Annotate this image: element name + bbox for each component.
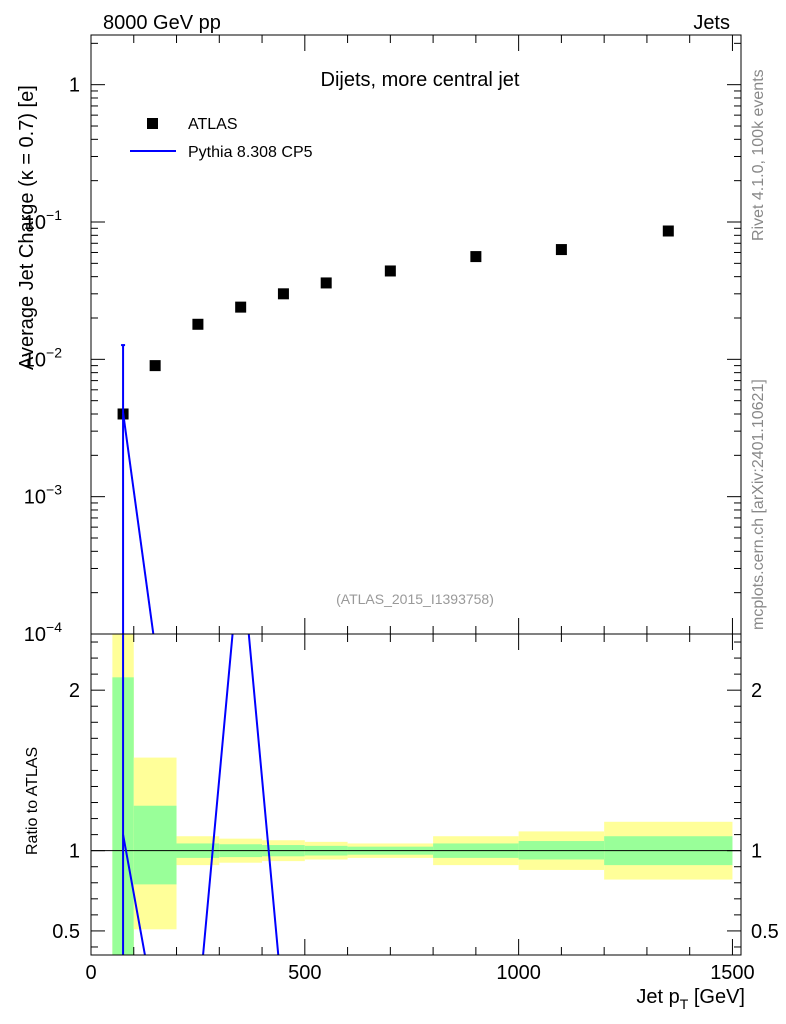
y-tick-label: 10−4 bbox=[24, 619, 62, 646]
x-tick-label: 0 bbox=[85, 962, 96, 984]
y-tick-label: 10−1 bbox=[24, 207, 62, 234]
y-tick-label-base: 10 bbox=[24, 487, 46, 509]
x-tick-label: 500 bbox=[288, 962, 321, 984]
header-right: Jets bbox=[693, 12, 730, 34]
plot-title: Dijets, more central jet bbox=[321, 69, 520, 91]
y-tick-label-exp: −3 bbox=[46, 482, 62, 498]
y-tick-label-exp: −2 bbox=[46, 344, 62, 360]
x-axis-label-sub: T bbox=[680, 996, 689, 1012]
x-axis-label-main: Jet p bbox=[636, 986, 679, 1008]
atlas-point bbox=[555, 244, 567, 256]
pythia-line bbox=[122, 412, 155, 634]
header-left: 8000 GeV pp bbox=[103, 12, 221, 34]
y-axis-label: Average Jet Charge (κ = 0.7) [e] bbox=[16, 85, 38, 370]
ratio-panel-ticks: 0.5 0.5 1 1 2 2 0 500 1000 1500 bbox=[52, 634, 779, 984]
side-label-mcplots: mcplots.cern.ch [arXiv:2401.10621] bbox=[750, 379, 767, 630]
ratio-y-tick-label-right: 2 bbox=[751, 680, 762, 702]
ratio-y-tick-label-right: 1 bbox=[751, 841, 762, 863]
ratio-y-axis-label: Ratio to ATLAS bbox=[24, 747, 41, 855]
plot-watermark: (ATLAS_2015_I1393758) bbox=[336, 591, 494, 607]
legend-label-atlas: ATLAS bbox=[188, 116, 238, 133]
atlas-point bbox=[149, 360, 161, 372]
x-axis-label-unit: [GeV] bbox=[688, 986, 745, 1008]
atlas-point bbox=[662, 225, 674, 237]
ratio-panel-frame bbox=[90, 633, 742, 956]
legend-marker-atlas bbox=[147, 118, 158, 129]
y-tick-label-exp: −1 bbox=[46, 207, 62, 223]
uncertainty-band-green bbox=[133, 805, 177, 885]
y-tick-label: 10−3 bbox=[24, 482, 62, 509]
atlas-point bbox=[320, 277, 332, 289]
x-tick-label: 1500 bbox=[710, 962, 755, 984]
y-tick-label-exp: −4 bbox=[46, 619, 62, 635]
y-tick-label-base: 10 bbox=[24, 624, 46, 646]
ratio-y-tick-label-right: 0.5 bbox=[751, 921, 779, 943]
atlas-point bbox=[192, 318, 204, 330]
pythia-ratio-line bbox=[122, 634, 280, 955]
y-tick-label-base: 10 bbox=[24, 349, 46, 371]
x-axis-label: Jet pT [GeV] bbox=[636, 986, 745, 1012]
y-tick-label: 1 bbox=[69, 75, 80, 97]
ratio-bands bbox=[112, 634, 733, 955]
ratio-panel: 0.5 0.5 1 1 2 2 0 500 1000 1500 Ratio to ATLAS Je… bbox=[24, 633, 779, 1012]
side-label-rivet: Rivet 4.1.0, 100k events bbox=[750, 69, 767, 241]
ratio-y-tick-label: 0.5 bbox=[52, 921, 80, 943]
x-tick-label: 1000 bbox=[496, 962, 541, 984]
atlas-point bbox=[470, 251, 482, 263]
ratio-panel-data bbox=[122, 634, 280, 955]
ratio-y-tick-label: 2 bbox=[69, 680, 80, 702]
ratio-y-tick-label: 1 bbox=[69, 841, 80, 863]
main-panel: 110−110−210−310−4 Dijets, more central j… bbox=[16, 34, 742, 646]
y-tick-label: 10−2 bbox=[24, 344, 62, 371]
atlas-point bbox=[235, 301, 247, 313]
main-panel-data bbox=[117, 225, 674, 634]
atlas-point bbox=[384, 265, 396, 277]
legend: ATLAS Pythia 8.308 CP5 bbox=[130, 116, 313, 161]
main-panel-ticks: 110−110−210−310−4 bbox=[24, 35, 741, 646]
legend-label-pythia: Pythia 8.308 CP5 bbox=[188, 144, 313, 161]
atlas-point bbox=[277, 288, 289, 300]
y-tick-label-base: 10 bbox=[24, 212, 46, 234]
y-tick-label-base: 1 bbox=[69, 75, 80, 97]
